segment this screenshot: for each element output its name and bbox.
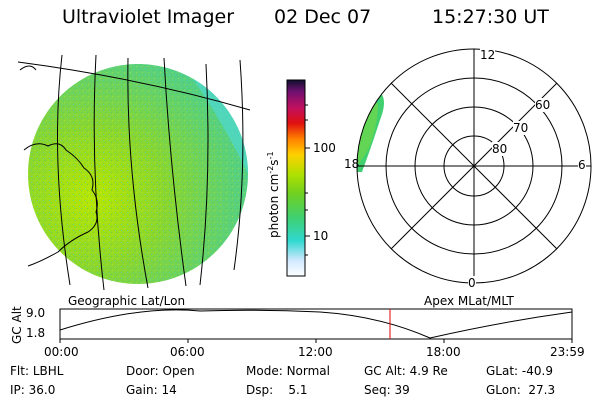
instrument-title: Ultraviolet Imager: [62, 6, 235, 28]
observation-date: 02 Dec 07: [274, 6, 372, 28]
altitude-ylabel: GC Alt: [10, 306, 24, 344]
time-tick-0600: 06:00: [170, 345, 205, 359]
seq-info: Seq: 39: [364, 383, 410, 397]
mlat-ring-60: 60: [535, 98, 551, 112]
gc-alt-info: GC Alt: 4.9 Re: [364, 364, 448, 378]
observation-time: 15:27:30 UT: [432, 6, 549, 28]
mlat-ring-70: 70: [513, 121, 529, 135]
mlt-label-0: 0: [468, 276, 476, 290]
altitude-y-bottom: 1.8: [26, 326, 46, 340]
altitude-y-top: 9.0: [26, 306, 46, 320]
mlat-ring-80: 80: [492, 142, 508, 156]
colorbar-tick-100: 100: [313, 141, 336, 155]
gain-info: Gain: 14: [126, 383, 177, 397]
ip-info: IP: 36.0: [10, 383, 56, 397]
filter-info: Flt: LBHL: [10, 364, 64, 378]
dsp-info: Dsp: 5.1: [246, 383, 308, 397]
glon-info: GLon: 27.3: [486, 383, 556, 397]
time-tick-2359: 23:59: [550, 345, 585, 359]
time-tick-1800: 18:00: [426, 345, 461, 359]
mlt-label-12: 12: [480, 48, 496, 62]
geographic-caption: Geographic Lat/Lon: [68, 294, 186, 308]
mlt-label-18: 18: [344, 157, 360, 171]
mode-info: Mode: Normal: [246, 364, 330, 378]
glat-info: GLat: -40.9: [486, 364, 553, 378]
time-tick-1200: 12:00: [298, 345, 333, 359]
colorbar-tick-10: 10: [313, 229, 329, 243]
door-info: Door: Open: [126, 364, 195, 378]
apex-caption: Apex MLat/MLT: [424, 294, 514, 308]
time-tick-0000: 00:00: [44, 345, 79, 359]
mlt-label-6: 6: [578, 158, 586, 172]
